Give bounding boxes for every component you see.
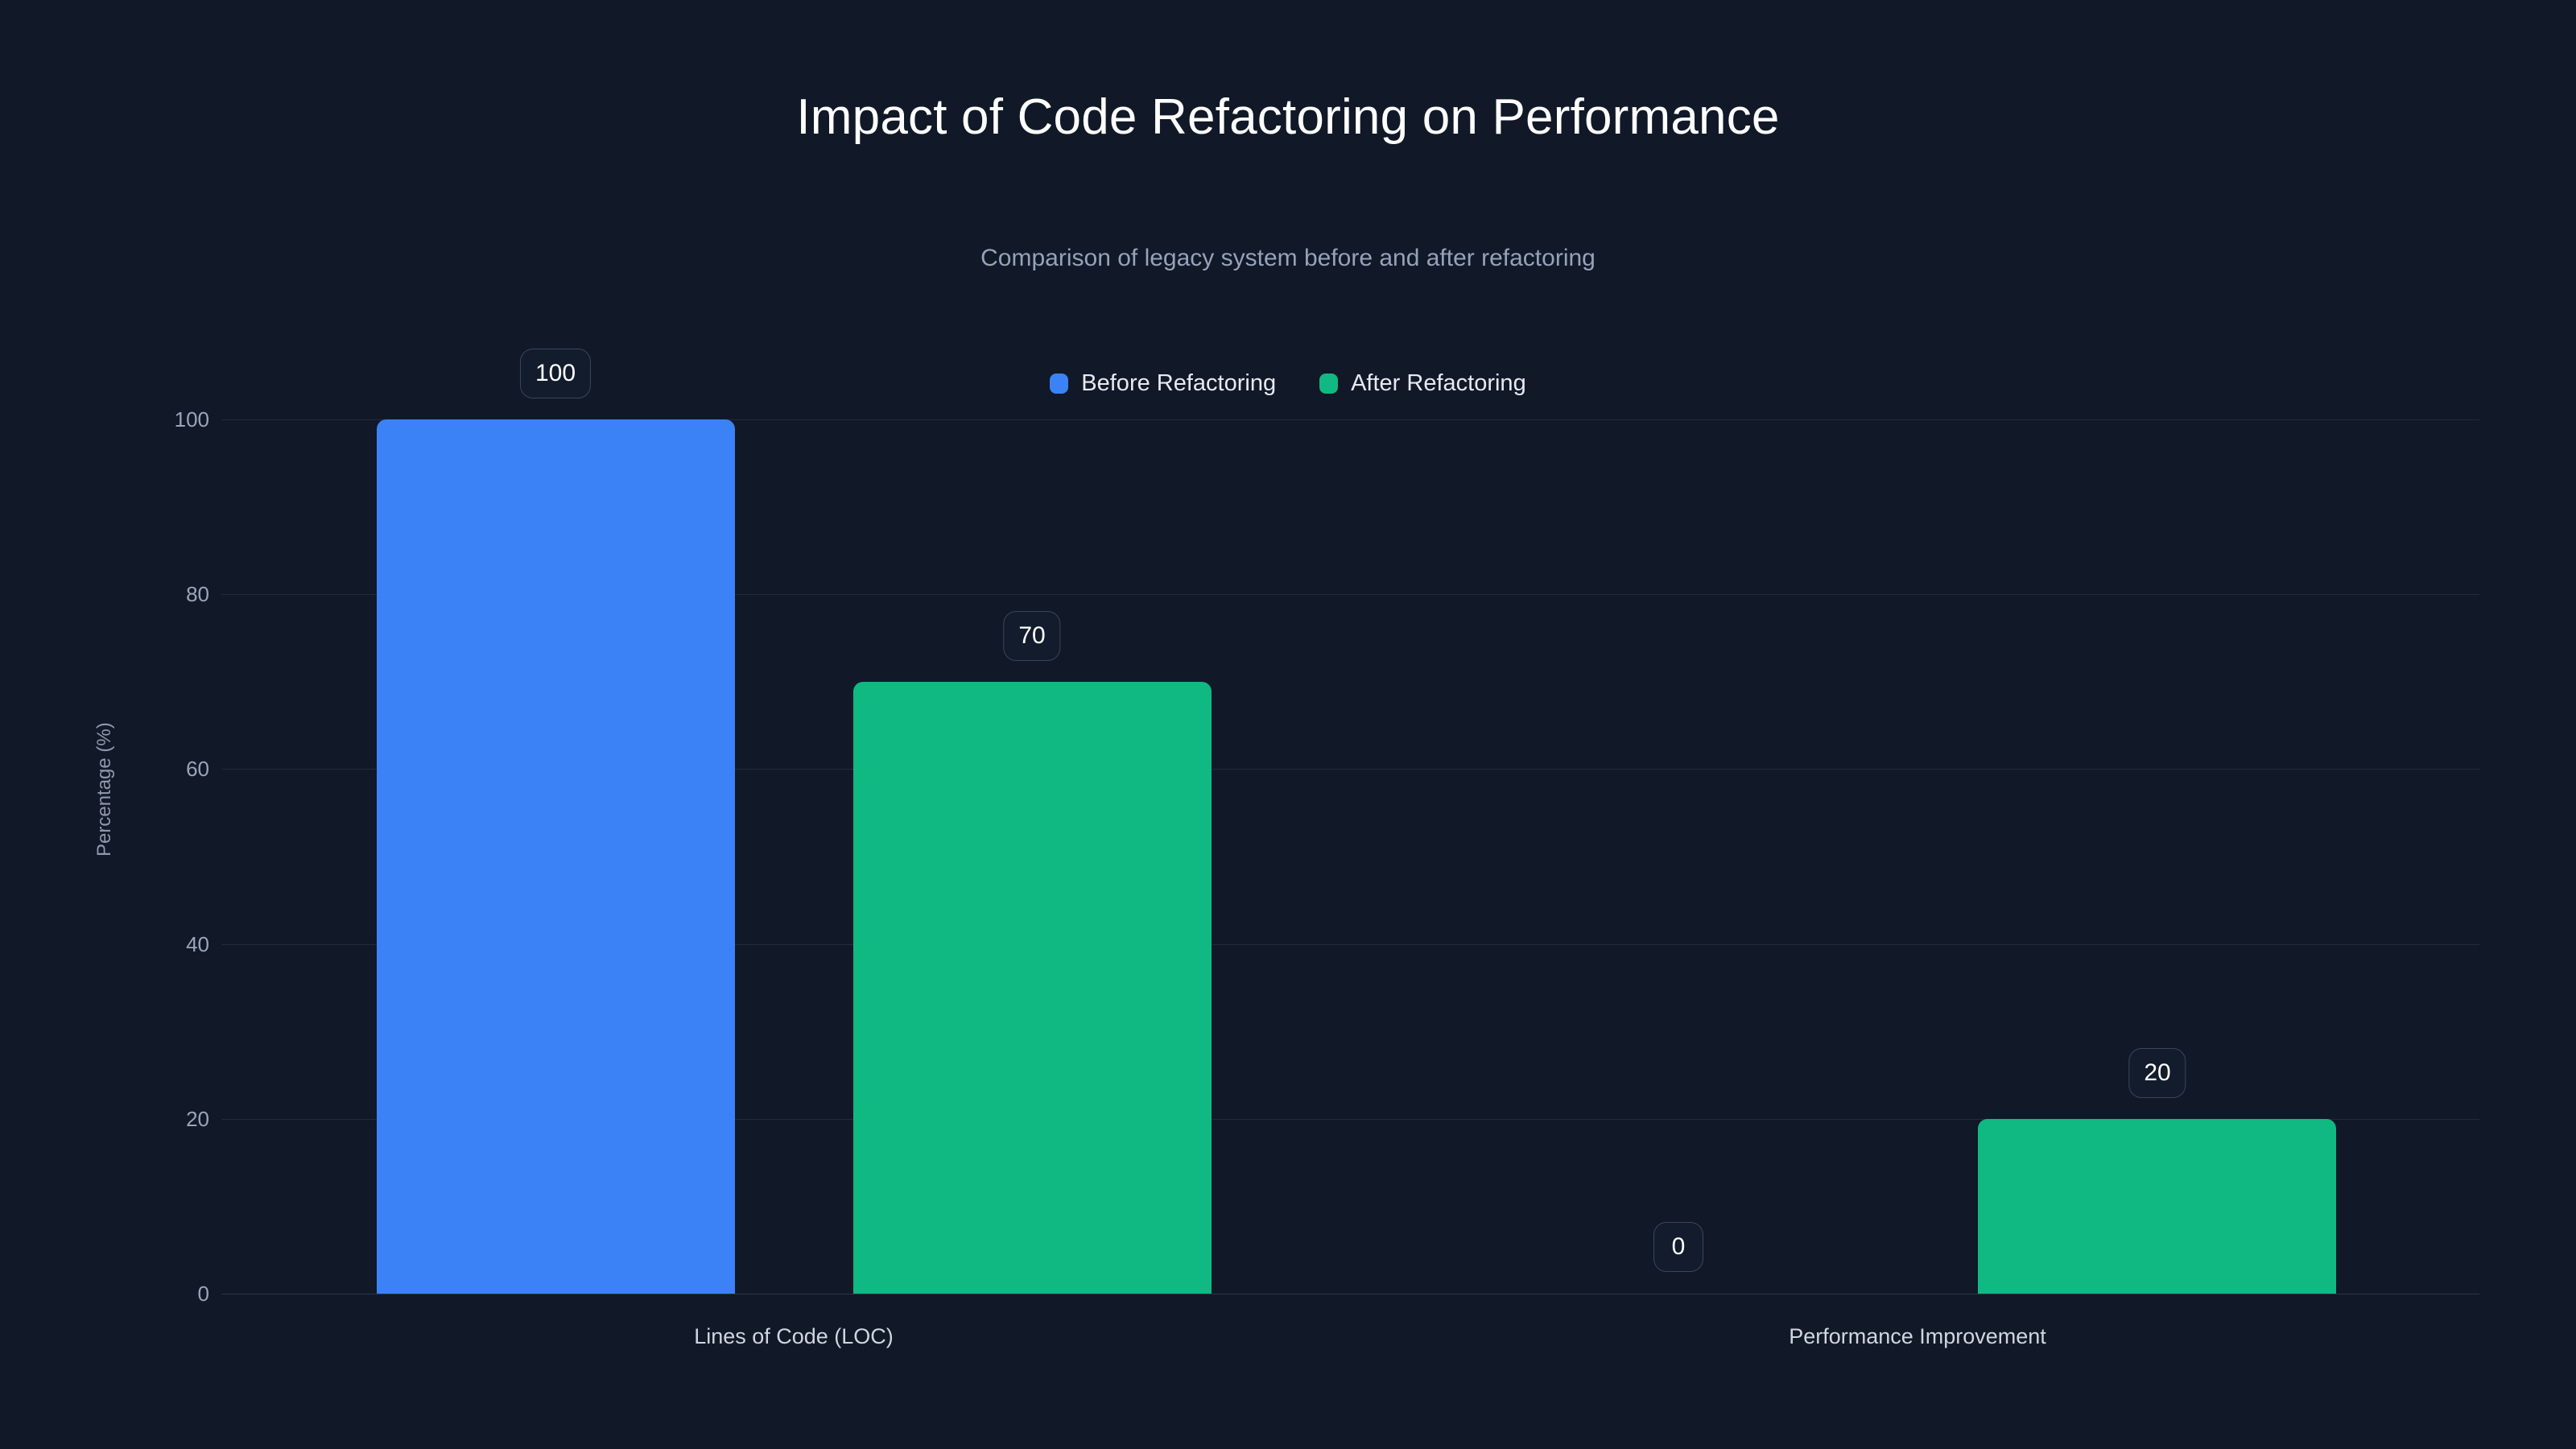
value-badge-before-performance-improvement: 0	[1653, 1222, 1703, 1272]
value-badge-after-performance-improvement: 20	[2128, 1048, 2186, 1098]
y-tick-label-20: 20	[186, 1107, 209, 1131]
gridline-20	[221, 1119, 2479, 1120]
chart-legend: Before Refactoring After Refactoring	[0, 372, 2576, 395]
bar-after-lines-of-code[interactable]	[853, 682, 1212, 1294]
gridline-60	[221, 769, 2479, 770]
gridline-80	[221, 594, 2479, 595]
gridline-40	[221, 944, 2479, 945]
legend-swatch-icon-before	[1050, 374, 1069, 394]
y-tick-label-60: 60	[186, 757, 209, 781]
bar-before-lines-of-code[interactable]	[377, 419, 735, 1294]
legend-swatch-icon-after	[1319, 374, 1339, 394]
y-tick-label-0: 0	[197, 1282, 209, 1306]
gridline-100	[221, 419, 2479, 420]
y-axis-title: Percentage (%)	[93, 722, 115, 857]
legend-item-after-refactoring[interactable]: After Refactoring	[1319, 372, 1526, 395]
legend-label-before: Before Refactoring	[1081, 370, 1277, 396]
value-badge-before-lines-of-code: 100	[519, 349, 592, 398]
bar-after-performance-improvement[interactable]	[1978, 1119, 2336, 1294]
legend-item-before-refactoring[interactable]: Before Refactoring	[1050, 372, 1276, 395]
value-badge-after-lines-of-code: 70	[1003, 611, 1061, 661]
y-tick-label-40: 40	[186, 932, 209, 956]
plot-area	[221, 419, 2479, 1294]
y-tick-label-80: 80	[186, 582, 209, 606]
x-tick-label-performance-improvement: Performance Improvement	[1789, 1324, 2046, 1348]
chart-title: Impact of Code Refactoring on Performanc…	[796, 89, 1780, 145]
chart-subtitle: Comparison of legacy system before and a…	[980, 245, 1596, 271]
x-tick-label-lines-of-code: Lines of Code (LOC)	[694, 1324, 894, 1348]
legend-label-after: After Refactoring	[1351, 370, 1526, 396]
y-tick-label-100: 100	[174, 407, 209, 431]
